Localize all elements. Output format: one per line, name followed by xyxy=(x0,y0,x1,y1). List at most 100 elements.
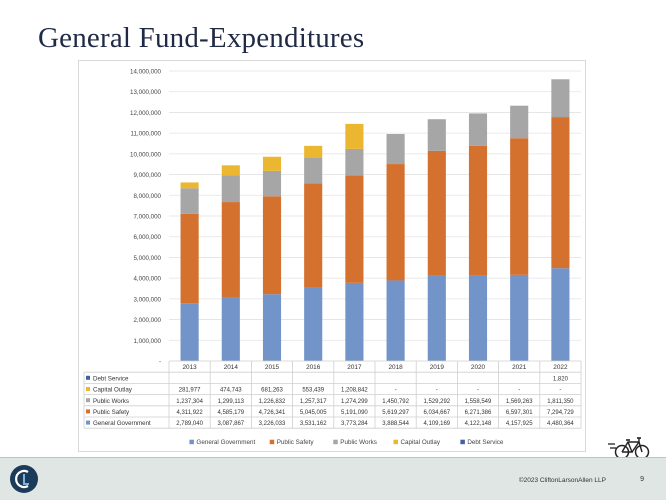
x-tick-label: 2013 xyxy=(182,364,197,371)
legend-swatch xyxy=(393,439,398,445)
bar-segment xyxy=(262,294,282,361)
data-label: 1,558,549 xyxy=(465,399,492,405)
data-label: 1,450,792 xyxy=(382,399,409,405)
bar-segment xyxy=(345,123,364,149)
cla-logo-icon xyxy=(10,465,38,493)
x-tick-label: 2021 xyxy=(512,364,527,371)
y-tick-label: 3,000,000 xyxy=(133,296,161,303)
bar-segment xyxy=(386,164,405,281)
legend-key xyxy=(86,398,90,403)
bar-segment xyxy=(551,268,570,361)
bar-segment xyxy=(180,213,199,304)
data-label: 6,271,386 xyxy=(465,410,492,416)
data-label: 4,480,364 xyxy=(547,421,574,427)
bar-segment xyxy=(510,138,529,275)
data-label: 474,743 xyxy=(220,388,242,394)
bar-segment xyxy=(262,196,282,295)
bar-segment xyxy=(221,297,240,361)
bar-segment xyxy=(427,119,446,151)
x-tick-label: 2014 xyxy=(224,364,239,371)
y-tick-label: 1,000,000 xyxy=(133,338,161,345)
data-label: 5,191,090 xyxy=(341,410,368,416)
legend-swatch xyxy=(333,439,338,445)
y-tick-label: - xyxy=(159,359,161,366)
bar-segment xyxy=(304,183,323,288)
data-label: 4,585,179 xyxy=(217,410,244,416)
bar-segment xyxy=(262,156,282,171)
data-label: 553,439 xyxy=(302,388,324,394)
bar-segment xyxy=(345,175,364,283)
x-tick-label: 2022 xyxy=(553,364,568,371)
legend-key xyxy=(86,409,90,414)
data-label: 3,226,033 xyxy=(259,421,286,427)
data-label: 4,122,148 xyxy=(465,421,492,427)
y-tick-label: 8,000,000 xyxy=(133,193,161,200)
bar-segment xyxy=(468,275,488,361)
bar-segment xyxy=(386,280,405,361)
y-tick-label: 11,000,000 xyxy=(130,131,161,138)
data-label: 3,531,162 xyxy=(300,421,327,427)
legend-swatch xyxy=(189,439,194,445)
x-tick-label: 2016 xyxy=(306,364,321,371)
data-label: 5,045,005 xyxy=(300,410,327,416)
data-label: - xyxy=(559,388,561,394)
bar-segment xyxy=(386,133,405,165)
data-label: 681,263 xyxy=(261,388,283,394)
legend-label: Public Works xyxy=(340,439,377,446)
data-label: 1,237,304 xyxy=(176,399,203,405)
data-label: 1,529,292 xyxy=(423,399,450,405)
data-label: 6,034,667 xyxy=(423,410,450,416)
data-label: 1,208,842 xyxy=(341,388,368,394)
data-label: 1,569,263 xyxy=(506,399,533,405)
table-series-label: Capital Outlay xyxy=(93,387,133,394)
data-label: 281,977 xyxy=(179,388,201,394)
table-series-label: General Government xyxy=(93,420,151,427)
stacked-bar-chart: - 1,000,000 2,000,000 3,000,000 4,000,000 5,0… xyxy=(83,69,582,446)
data-label: - xyxy=(477,388,479,394)
bar-segment xyxy=(468,145,488,276)
bar-segment xyxy=(427,275,446,361)
y-tick-label: 6,000,000 xyxy=(133,234,161,241)
x-tick-label: 2018 xyxy=(388,364,403,371)
data-label: - xyxy=(395,388,397,394)
data-label: 7,294,729 xyxy=(547,410,574,416)
data-label: - xyxy=(436,388,438,394)
bar-segment xyxy=(468,113,488,146)
copyright-text: ©2023 CliftonLarsonAllen LLP xyxy=(518,477,606,484)
data-label: 3,888,544 xyxy=(382,421,409,427)
data-label: 2,789,040 xyxy=(176,421,203,427)
data-label: 1,257,317 xyxy=(300,399,327,405)
data-label: 1,811,350 xyxy=(547,399,574,405)
data-label: 6,597,301 xyxy=(506,410,533,416)
data-label: 4,726,341 xyxy=(259,410,286,416)
legend-label: General Government xyxy=(196,439,255,446)
y-tick-label: 14,000,000 xyxy=(130,69,162,76)
legend-key xyxy=(86,375,90,380)
page-number: 9 xyxy=(640,476,644,483)
data-label: 4,157,925 xyxy=(506,421,533,427)
legend-key xyxy=(86,387,90,391)
x-tick-label: 2017 xyxy=(347,364,362,371)
table-series-label: Public Safety xyxy=(93,409,130,416)
bicycle-icon xyxy=(608,437,650,460)
chart-frame: - 1,000,000 2,000,000 3,000,000 4,000,000 5,0… xyxy=(78,60,586,452)
bar-segment xyxy=(304,145,323,158)
legend-label: Public Safety xyxy=(277,439,315,446)
bar-segment xyxy=(345,282,364,361)
x-tick-label: 2019 xyxy=(430,364,445,371)
bar-segment xyxy=(427,150,446,276)
legend-label: Capital Outlay xyxy=(400,439,440,446)
table-series-label: Debt Service xyxy=(93,375,129,382)
x-tick-label: 2015 xyxy=(265,364,280,371)
legend-label: Debt Service xyxy=(467,439,504,446)
data-label: 4,311,922 xyxy=(176,410,203,416)
data-label: 1,274,299 xyxy=(341,399,368,405)
y-tick-label: 9,000,000 xyxy=(133,172,161,179)
bar-segment xyxy=(345,148,364,176)
bar-segment xyxy=(304,287,323,361)
bar-segment xyxy=(551,79,570,118)
data-label: - xyxy=(518,388,520,394)
legend-swatch xyxy=(460,439,465,445)
data-label: 1,299,113 xyxy=(218,399,245,405)
data-label: 3,087,867 xyxy=(217,421,244,427)
